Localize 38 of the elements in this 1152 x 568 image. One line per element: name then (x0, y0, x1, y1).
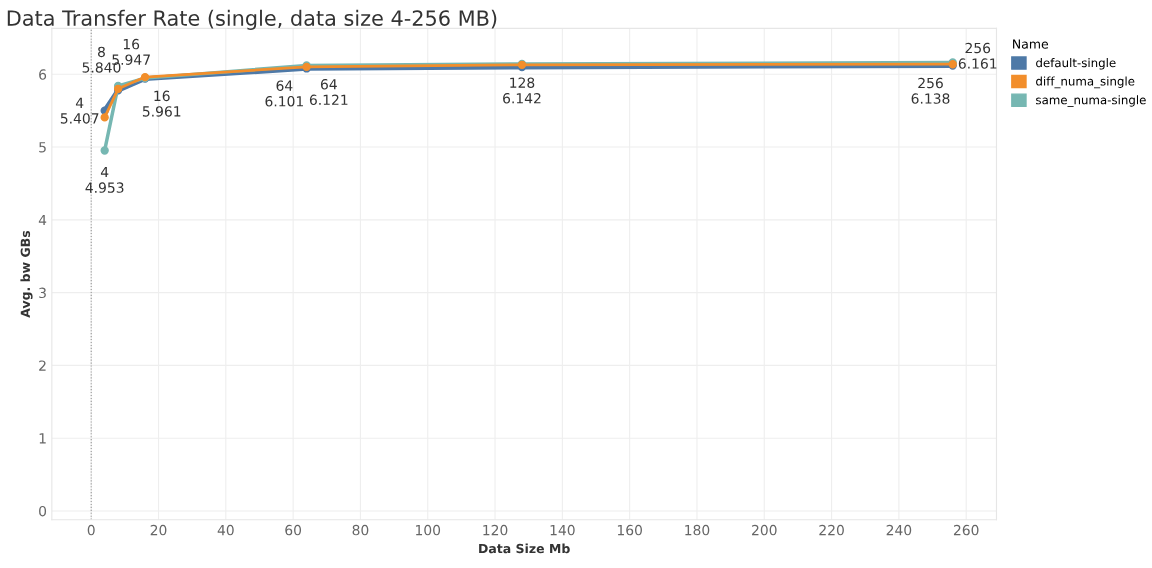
x-axis-title: Data Size Mb (479, 543, 570, 554)
point (100, 113, 109, 122)
data-label: 256 6.161 (958, 42, 997, 69)
y-tick-label: 0 (39, 505, 47, 517)
y-axis-title: Avg. bw GBs (20, 230, 33, 318)
x-tick-label: 120 (483, 524, 508, 536)
x-tick-label: 0 (87, 524, 95, 536)
point (100, 146, 109, 155)
legend-label: same_numa-single (1036, 95, 1146, 107)
x-tick-label: 20 (150, 524, 167, 536)
legend-title: Name (1013, 39, 1049, 49)
data-label: 128 6.142 (503, 77, 541, 104)
data-label: 64 6.101 (265, 80, 303, 107)
x-tick-label: 260 (953, 524, 979, 536)
x-tick-label: 140 (550, 524, 575, 536)
data-label: 64 6.121 (309, 78, 348, 106)
y-tick-label: 2 (39, 360, 46, 371)
x-tick-label: 180 (685, 524, 710, 536)
y-tick-label: 3 (39, 287, 46, 299)
x-tick-label: 160 (617, 524, 642, 536)
data-label: 16 5.961 (142, 90, 181, 117)
legend-label: diff_numa_single (1036, 76, 1135, 89)
x-tick-label: 220 (819, 524, 844, 536)
x-tick-label: 40 (217, 524, 234, 536)
x-tick-label: 200 (752, 524, 777, 536)
data-label: 4 5.407 (60, 97, 99, 124)
y-tick-label: 6 (39, 69, 47, 80)
x-tick-label: 60 (285, 524, 302, 536)
y-tick-label: 1 (39, 433, 46, 444)
y-tick-label: 5 (39, 142, 46, 153)
data-label: 4 4.953 (85, 166, 124, 193)
y-tick-label: 4 (38, 214, 47, 226)
legend-label: default-single (1036, 58, 1116, 70)
data-label: 256 6.138 (911, 77, 950, 104)
chart-title: Data Transfer Rate (single, data size 4-256 MB) (7, 9, 497, 30)
x-tick-label: 240 (886, 524, 912, 536)
x-tick-label: 80 (352, 524, 369, 536)
x-tick-label: 100 (416, 524, 441, 536)
